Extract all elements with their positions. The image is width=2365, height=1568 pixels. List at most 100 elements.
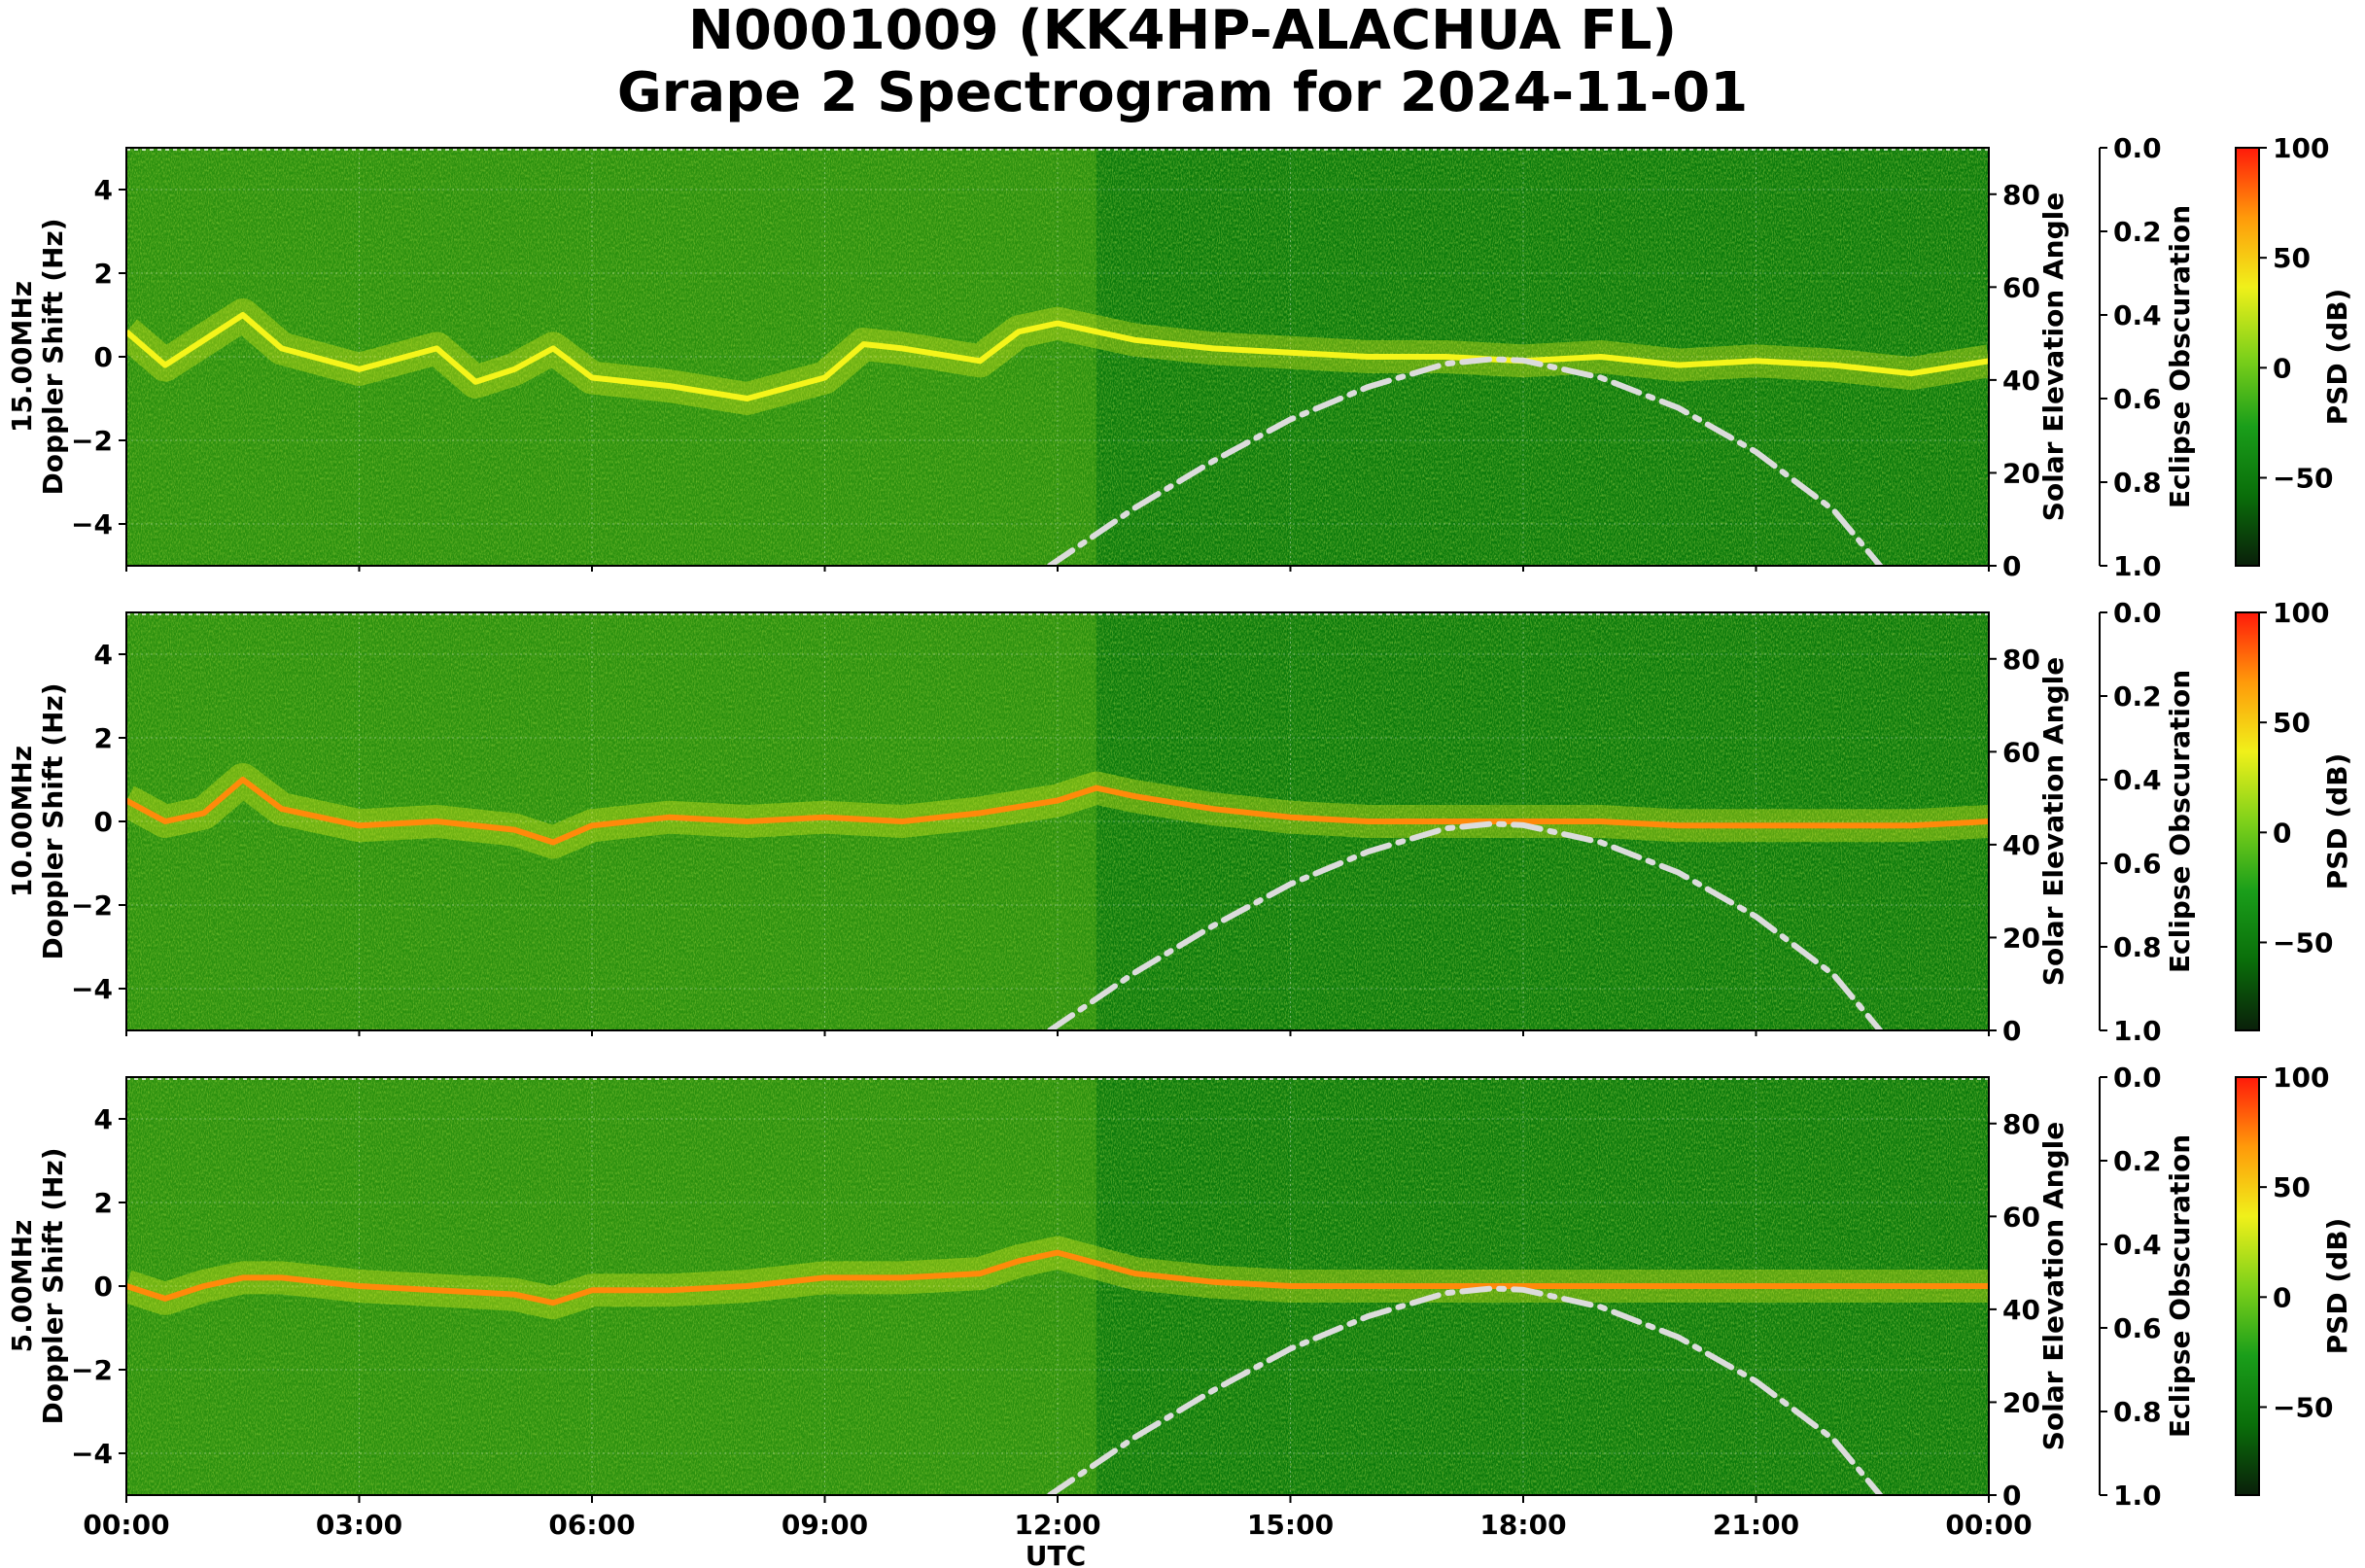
panel-10.00MHz: −4 −2 0 2 4 10.00MHz Doppler Shift (Hz) 0 20 40 60… [6,597,2353,1047]
x-axis-label: UTC [1026,1540,1086,1568]
eclipse-axis-label: Eclipse Obscuration [2164,670,2196,973]
solar-elevation-curve [1047,820,1884,1030]
eclipse-tick-label: 0.4 [2113,299,2162,331]
eclipse-tick-label: 0.2 [2113,680,2162,713]
colorbar-tick-label: 0 [2273,1281,2291,1313]
doppler-trace [126,777,1989,846]
x-tick-label: 00:00 [1945,1509,2032,1541]
eclipse-tick-label: 0.2 [2113,1145,2162,1177]
colorbar-tick-label: 100 [2273,132,2329,164]
y-tick-label: 0 [94,341,113,373]
solar-tick-label: 40 [2002,829,2040,861]
solar-tick-label: 60 [2002,736,2040,768]
eclipse-tick-label: 0.0 [2113,1062,2162,1094]
eclipse-tick-label: 0.8 [2113,1396,2162,1428]
psd-colorbar [2235,611,2260,1031]
solar-elevation-curve [1047,356,1884,566]
solar-tick-label: 0 [2002,1480,2021,1512]
panel-5.00MHz: −4 −2 0 2 4 5.00MHz Doppler Shift (Hz) 0 20 40 60 8… [6,1062,2353,1568]
y-tick-label: 2 [94,1187,113,1219]
chart-title-line-1: N0001009 (KK4HP-ALACHUA FL) [687,0,1678,62]
x-tick-label: 09:00 [782,1509,868,1541]
eclipse-tick-label: 0.2 [2113,216,2162,248]
solar-tick-label: 20 [2002,922,2040,954]
solar-axis-label: Solar Elevation Angle [2037,1122,2069,1450]
eclipse-tick-label: 0.4 [2113,764,2162,796]
solar-tick-label: 0 [2002,550,2021,582]
x-tick-label: 21:00 [1713,1509,1799,1541]
eclipse-axis-label: Eclipse Obscuration [2164,205,2196,508]
eclipse-tick-label: 0.6 [2113,1312,2162,1344]
y-tick-label: 2 [94,722,113,754]
eclipse-tick-label: 0.0 [2113,597,2162,629]
solar-tick-label: 40 [2002,1294,2040,1326]
chart-title: N0001009 (KK4HP-ALACHUA FL) Grape 2 Spec… [0,0,2365,124]
y-axis-label: Doppler Shift (Hz) [37,1147,69,1424]
colorbar-tick-label: 50 [2273,1171,2311,1203]
doppler-trace [126,312,1989,401]
colorbar-tick-label: 0 [2273,817,2291,849]
colorbar-tick-label: 50 [2273,242,2311,274]
colorbar-tick-label: −50 [2273,1391,2333,1423]
y-tick-label: 0 [94,1271,113,1303]
solar-tick-label: 20 [2002,1386,2040,1418]
y-axis-label-frequency: 15.00MHz [6,281,38,433]
y-tick-label: 4 [94,639,113,671]
solar-tick-label: 0 [2002,1015,2021,1047]
solar-elevation-curve [1047,1285,1884,1495]
colorbar-label: PSD (dB) [2321,1218,2353,1355]
y-tick-label: −2 [71,425,113,457]
colorbar-label: PSD (dB) [2321,753,2353,890]
solar-axis-label: Solar Elevation Angle [2037,657,2069,986]
chart-title-line-2: Grape 2 Spectrogram for 2024-11-01 [616,61,1749,124]
y-tick-label: 4 [94,1103,113,1135]
doppler-trace [126,1249,1989,1307]
y-tick-label: 4 [94,174,113,206]
y-tick-label: −4 [71,1438,113,1470]
eclipse-tick-label: 0.8 [2113,931,2162,963]
solar-tick-label: 60 [2002,271,2040,303]
psd-colorbar [2235,1076,2260,1496]
colorbar-tick-label: 0 [2273,352,2291,384]
y-tick-label: 2 [94,258,113,290]
x-tick-label: 12:00 [1014,1509,1100,1541]
eclipse-tick-label: 0.0 [2113,132,2162,164]
y-tick-label: 0 [94,806,113,838]
x-tick-label: 06:00 [548,1509,635,1541]
solar-tick-label: 60 [2002,1201,2040,1233]
solar-tick-label: 80 [2002,179,2040,211]
panel-15.00MHz: −4 −2 0 2 4 15.00MHz Doppler Shift (Hz) 0 20 40 60… [6,132,2353,582]
eclipse-tick-label: 0.8 [2113,467,2162,499]
psd-colorbar [2235,147,2260,567]
eclipse-tick-label: 0.6 [2113,848,2162,880]
eclipse-axis-label: Eclipse Obscuration [2164,1134,2196,1438]
solar-tick-label: 80 [2002,1108,2040,1140]
x-tick-label: 18:00 [1479,1509,1566,1541]
y-axis-label: Doppler Shift (Hz) [37,218,69,495]
eclipse-tick-label: 1.0 [2113,1480,2162,1512]
eclipse-tick-label: 0.6 [2113,383,2162,415]
colorbar-tick-label: −50 [2273,926,2333,958]
colorbar-label: PSD (dB) [2321,289,2353,426]
solar-tick-label: 80 [2002,644,2040,676]
y-tick-label: −2 [71,889,113,922]
grid [125,148,1990,566]
y-axis-label-frequency: 10.00MHz [6,746,38,897]
solar-tick-label: 40 [2002,365,2040,397]
grid [125,612,1990,1030]
eclipse-tick-label: 0.4 [2113,1229,2162,1261]
eclipse-tick-label: 1.0 [2113,1015,2162,1047]
eclipse-tick-label: 1.0 [2113,550,2162,582]
solar-tick-label: 20 [2002,457,2040,489]
y-axis-label: Doppler Shift (Hz) [37,682,69,959]
x-tick-label: 00:00 [83,1509,169,1541]
colorbar-tick-label: 100 [2273,1062,2329,1094]
y-tick-label: −2 [71,1354,113,1386]
y-tick-label: −4 [71,973,113,1005]
y-tick-label: −4 [71,508,113,540]
spectrogram-texture [126,148,1989,566]
x-tick-label: 03:00 [316,1509,402,1541]
x-tick-label: 15:00 [1247,1509,1334,1541]
colorbar-tick-label: 50 [2273,707,2311,739]
